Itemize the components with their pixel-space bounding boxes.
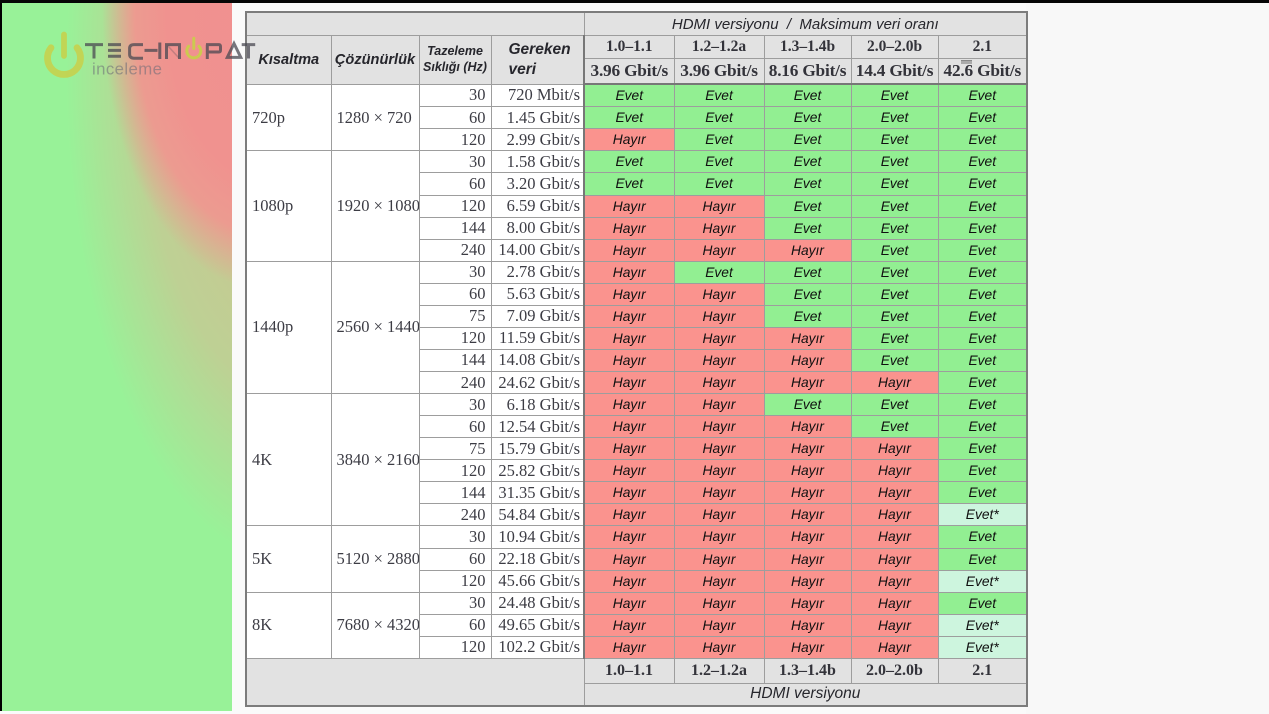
svg-text:inceleme: inceleme (92, 60, 162, 79)
